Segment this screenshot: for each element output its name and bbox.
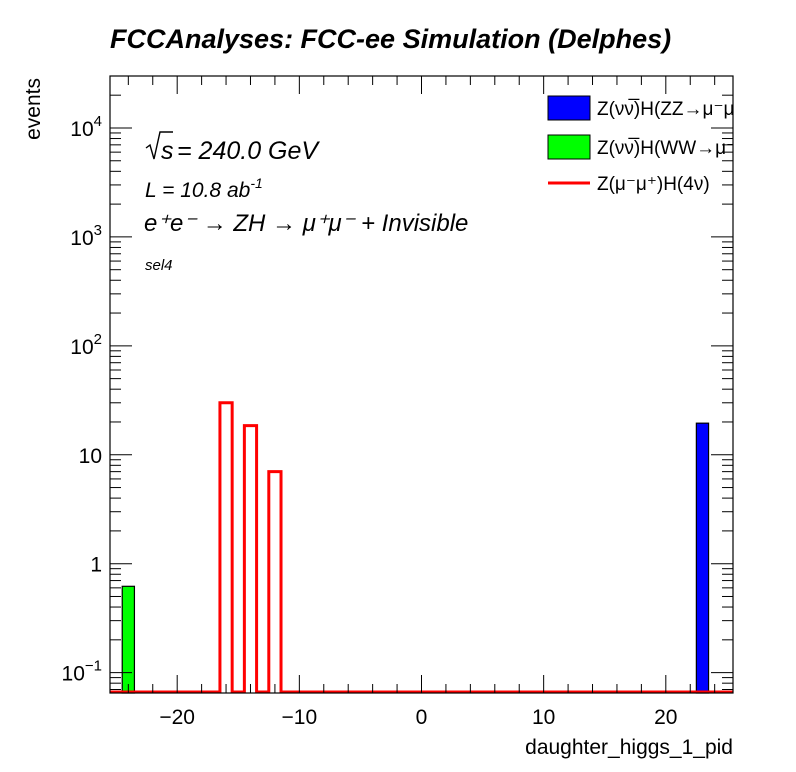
y-tick-label-3: 102 [70,331,102,359]
sqrt-s-annotation: s = 240.0 GeV [145,131,320,165]
red-series-line [110,401,733,694]
plot-frame [109,75,734,694]
svg-text:s: s [161,137,174,165]
sqrt-symbol [145,131,173,160]
annotations: s = 240.0 GeV L = 10.8 ab-1 e⁺e⁻ → ZH → … [144,131,468,274]
x-axis-ticks: −20 −10 0 10 20 [127,76,716,729]
x-tick-label-0: −20 [159,706,195,729]
x-tick-label-4: 20 [654,706,677,729]
chart-title: FCCAnalyses: FCC-ee Simulation (Delphes) [110,24,671,54]
y-axis-label: events [22,78,45,140]
x-axis-label: daughter_higgs_1_pid [525,736,733,759]
y-tick-label-2: 10 [79,445,102,468]
x-tick-label-2: 0 [416,706,428,729]
legend-label-2: Z(μ⁻μ⁺)H(4ν) [597,174,710,195]
legend-label-0: Z(νν̅)H(ZZ→μ⁻μ⁺νν̅) [597,99,770,120]
sqrt-s-value: = 240.0 GeV [177,137,320,165]
y-tick-label-5: 104 [70,113,102,141]
legend-swatch-0 [547,95,591,121]
x-tick-label-1: −10 [282,706,318,729]
y-axis-ticks: 10−1 1 10 102 103 104 [62,75,733,690]
legend-label-1: Z(νν̅)H(WW→μ⁻ν̅μ⁺ν) [597,138,782,159]
histogram-bars [121,422,710,694]
x-tick-label-3: 10 [532,706,555,729]
y-tick-label-4: 103 [70,222,102,250]
bar-s1-0 [121,585,136,694]
y-tick-label-1: 1 [90,554,102,577]
bar-s0-0 [695,422,710,694]
legend-swatch-1 [547,134,591,160]
red-series-outline [110,401,733,694]
y-tick-label-0: 10−1 [62,658,102,686]
legend: Z(νν̅)H(ZZ→μ⁻μ⁺νν̅) Z(νν̅)H(WW→μ⁻ν̅μ⁺ν) Z(… [547,95,782,195]
process-annotation: e⁺e⁻ → ZH → μ⁺μ⁻ + Invisible [144,210,468,237]
lumi-annotation: L = 10.8 ab-1 [145,175,263,202]
selection-annotation: sel4 [145,257,173,274]
